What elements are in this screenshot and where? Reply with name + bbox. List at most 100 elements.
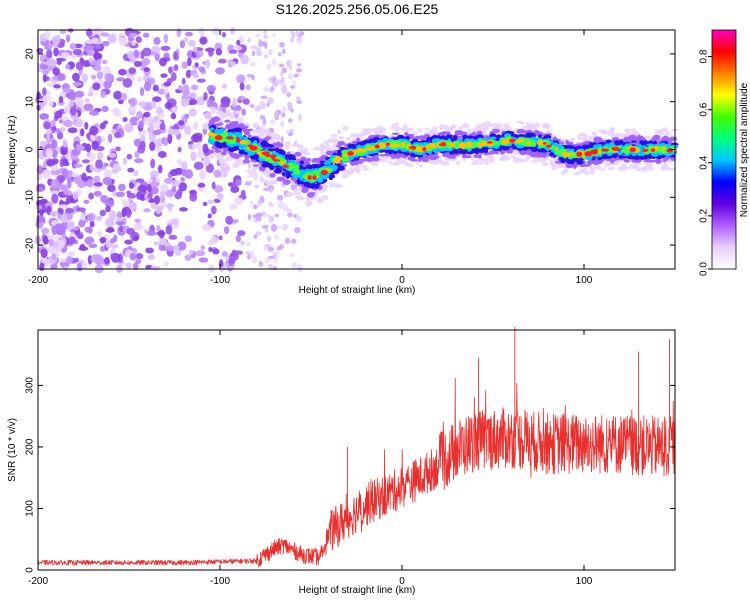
ridge-blob <box>238 119 243 124</box>
ridge-blob <box>640 140 644 143</box>
noise-blob <box>51 253 56 259</box>
ridge-blob <box>309 184 316 189</box>
noise-blob <box>60 127 66 132</box>
noise-blob <box>285 141 290 144</box>
colorbar-ticks: 0.00.20.40.60.8 <box>699 49 713 276</box>
ridge-blob <box>233 121 238 126</box>
ridge-blob <box>224 120 230 123</box>
ridge-blob <box>455 133 461 136</box>
noise-blob <box>193 133 203 140</box>
ridge-blob <box>495 152 499 155</box>
noise-blob <box>258 200 262 207</box>
snr-x-tick-label: 100 <box>576 576 593 587</box>
ridge-blob <box>570 138 575 141</box>
noise-blob <box>82 74 88 83</box>
noise-blob <box>208 49 214 57</box>
ridge-blob <box>466 135 473 138</box>
noise-blob <box>82 159 90 163</box>
noise-blob <box>178 120 184 125</box>
spectrogram-y-tick-label: -10 <box>25 190 36 205</box>
noise-blob <box>97 231 102 237</box>
noise-blob <box>160 184 169 192</box>
ridge-blob <box>629 149 635 152</box>
noise-blob <box>193 73 199 79</box>
noise-blob <box>176 28 181 37</box>
noise-blob <box>51 194 58 204</box>
ridge-blob <box>208 155 214 160</box>
ridge-blob <box>462 154 467 158</box>
noise-blob <box>274 235 279 240</box>
noise-blob <box>222 84 227 89</box>
ridge-blob <box>362 168 370 171</box>
ridge-blob <box>371 128 377 133</box>
ridge-blob <box>411 134 415 139</box>
noise-blob <box>274 111 278 118</box>
noise-blob <box>104 73 114 82</box>
ridge-blob <box>302 152 310 155</box>
ridge-blob <box>248 135 252 138</box>
noise-blob <box>267 247 274 252</box>
noise-blob <box>180 177 185 182</box>
ridge-blob <box>214 149 221 152</box>
ridge-blob <box>671 129 679 131</box>
noise-blob <box>47 43 52 49</box>
noise-blob <box>53 48 59 57</box>
noise-blob <box>36 91 40 99</box>
ridge-blob <box>481 141 487 146</box>
ridge-blob <box>566 159 573 164</box>
noise-blob <box>179 207 188 211</box>
noise-blob <box>286 60 292 68</box>
ridge-blob <box>588 135 594 140</box>
noise-blob <box>193 47 198 53</box>
ridge-blob <box>630 136 635 140</box>
ridge-blob <box>355 161 363 164</box>
noise-blob <box>215 67 225 74</box>
spectrogram-y-tick-label: 0 <box>25 146 36 152</box>
ridge-blob <box>271 154 276 159</box>
ridge-blob <box>328 138 336 141</box>
ridge-blob <box>294 189 299 193</box>
noise-blob <box>140 87 144 96</box>
noise-blob <box>49 239 54 247</box>
ridge-blob <box>531 160 539 163</box>
ridge-blob <box>599 168 606 170</box>
noise-blob <box>286 208 292 212</box>
ridge-blob <box>386 160 393 163</box>
noise-blob <box>280 121 285 127</box>
noise-blob <box>199 170 207 180</box>
noise-blob <box>108 153 117 158</box>
noise-blob <box>102 106 109 112</box>
ridge-blob <box>565 140 569 144</box>
noise-blob <box>263 188 270 191</box>
colorbar: 0.00.20.40.60.8 Normalized spectral ampl… <box>699 30 750 276</box>
noise-blob <box>148 192 153 197</box>
noise-blob <box>105 228 115 232</box>
noise-blob <box>136 192 142 200</box>
ridge-blob <box>612 147 620 151</box>
noise-blob <box>279 64 284 67</box>
noise-blob <box>250 62 256 67</box>
noise-blob <box>290 253 295 258</box>
noise-blob <box>39 263 44 271</box>
ridge-blob <box>292 144 296 148</box>
noise-blob <box>63 120 73 127</box>
ridge-blob <box>543 142 547 145</box>
snr-y-tick-label: 100 <box>25 500 36 517</box>
noise-blob <box>90 164 94 171</box>
noise-blob <box>52 67 60 75</box>
ridge-blob <box>418 128 423 132</box>
ridge-blob <box>321 170 328 175</box>
ridge-blob <box>237 137 241 143</box>
noise-blob <box>93 176 100 183</box>
ridge-blob <box>523 158 529 162</box>
ridge-blob <box>618 140 623 144</box>
noise-blob <box>207 200 215 204</box>
ridge-blob <box>348 143 353 148</box>
noise-blob <box>184 235 192 242</box>
ridge-blob <box>311 171 319 174</box>
noise-blob <box>262 225 269 229</box>
noise-blob <box>187 57 192 66</box>
noise-blob <box>43 70 49 75</box>
spectrogram-x-label: Height of straight line (km) <box>299 285 416 296</box>
